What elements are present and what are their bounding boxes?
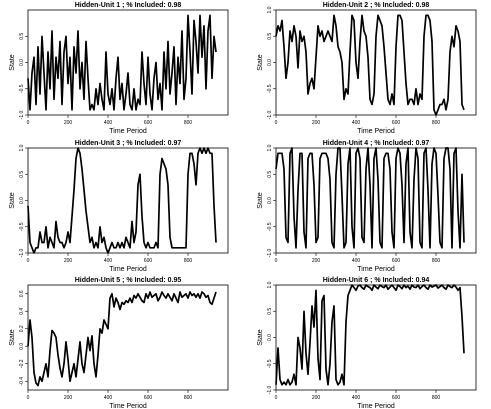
x-tick-label: 600 bbox=[144, 258, 153, 264]
chart-title: Hidden-Unit 6 ; % Included: 0.94 bbox=[323, 277, 430, 284]
y-tick-label: 0.0 bbox=[267, 59, 273, 66]
chart-title: Hidden-Unit 2 ; % Included: 0.98 bbox=[323, 2, 430, 9]
y-tick-label: 0.0 bbox=[19, 197, 25, 204]
x-tick-label: 800 bbox=[432, 258, 441, 264]
y-tick-label: -1.0 bbox=[267, 110, 273, 119]
y-tick-label: -1.0 bbox=[267, 248, 273, 257]
x-tick-label: 400 bbox=[352, 395, 361, 401]
y-tick-label: -1.0 bbox=[19, 110, 25, 119]
chart-panel: Hidden-Unit 4 ; % Included: 0.97 0 200 400 6… bbox=[257, 140, 477, 273]
chart-panel: Hidden-Unit 5 ; % Included: 0.95 0 200 400 6… bbox=[9, 277, 229, 409]
x-tick-label: 200 bbox=[64, 258, 73, 264]
x-tick-label: 400 bbox=[104, 258, 113, 264]
x-tick-label: 200 bbox=[312, 395, 321, 401]
series-line bbox=[275, 147, 465, 249]
y-axis-label: State bbox=[9, 54, 16, 70]
y-axis-label: State bbox=[9, 192, 16, 208]
x-tick-label: 400 bbox=[104, 395, 113, 401]
series-line bbox=[27, 291, 217, 387]
x-axis-label: Time Period bbox=[109, 403, 147, 409]
chart-title: Hidden-Unit 5 ; % Included: 0.95 bbox=[75, 277, 182, 284]
series-line bbox=[27, 14, 217, 111]
x-axis-label: Time Period bbox=[357, 128, 395, 135]
y-tick-label: 0.0 bbox=[267, 334, 273, 341]
x-tick-label: 600 bbox=[392, 258, 401, 264]
y-axis-label: State bbox=[9, 329, 16, 345]
y-tick-label: -0.4 bbox=[19, 377, 25, 386]
x-tick-label: 0 bbox=[27, 395, 30, 401]
y-tick-label: 0.0 bbox=[19, 343, 25, 350]
y-tick-label: 0.0 bbox=[267, 197, 273, 204]
x-tick-label: 400 bbox=[352, 120, 361, 126]
x-tick-label: 400 bbox=[352, 258, 361, 264]
y-tick-label: 1.0 bbox=[19, 144, 25, 151]
x-tick-label: 400 bbox=[104, 120, 113, 126]
y-tick-label: 0.5 bbox=[267, 308, 273, 315]
x-tick-label: 800 bbox=[432, 120, 441, 126]
chart-title: Hidden-Unit 3 ; % Included: 0.97 bbox=[75, 140, 182, 147]
chart-title: Hidden-Unit 1 ; % Included: 0.98 bbox=[75, 2, 182, 9]
y-tick-label: -0.5 bbox=[267, 222, 273, 231]
series-line bbox=[275, 284, 465, 386]
x-axis-label: Time Period bbox=[357, 403, 395, 409]
y-tick-label: 0.5 bbox=[267, 33, 273, 40]
x-tick-label: 200 bbox=[312, 120, 321, 126]
x-tick-label: 800 bbox=[432, 395, 441, 401]
y-tick-label: -0.5 bbox=[267, 359, 273, 368]
x-tick-label: 200 bbox=[312, 258, 321, 264]
x-tick-label: 600 bbox=[392, 120, 401, 126]
chart-panel: Hidden-Unit 1 ; % Included: 0.98 0 200 400 6… bbox=[9, 2, 229, 135]
x-tick-label: 200 bbox=[64, 395, 73, 401]
x-tick-label: 600 bbox=[392, 395, 401, 401]
y-tick-label: 1.0 bbox=[267, 281, 273, 288]
x-tick-label: 200 bbox=[64, 120, 73, 126]
x-axis-label: Time Period bbox=[109, 266, 147, 273]
chart-title: Hidden-Unit 4 ; % Included: 0.97 bbox=[323, 140, 430, 147]
y-tick-label: -0.5 bbox=[19, 84, 25, 93]
y-tick-label: -1.0 bbox=[267, 385, 273, 394]
chart-panel: Hidden-Unit 2 ; % Included: 0.98 0 200 400 6… bbox=[257, 2, 477, 135]
y-axis-label: State bbox=[257, 192, 264, 208]
x-tick-label: 800 bbox=[184, 258, 193, 264]
y-tick-label: 1.0 bbox=[267, 144, 273, 151]
chart-panel: Hidden-Unit 3 ; % Included: 0.97 0 200 400 6… bbox=[9, 140, 229, 273]
y-tick-label: -1.0 bbox=[19, 248, 25, 257]
x-tick-label: 0 bbox=[275, 120, 278, 126]
y-tick-label: 0.6 bbox=[19, 290, 25, 297]
y-tick-label: -0.5 bbox=[267, 84, 273, 93]
x-tick-label: 0 bbox=[27, 258, 30, 264]
y-axis-label: State bbox=[257, 54, 264, 70]
y-tick-label: 0.2 bbox=[19, 325, 25, 332]
series-line bbox=[275, 14, 465, 116]
y-tick-label: 0.4 bbox=[19, 308, 25, 315]
x-tick-label: 600 bbox=[144, 120, 153, 126]
x-axis-label: Time Period bbox=[357, 266, 395, 273]
y-tick-label: 1.0 bbox=[267, 6, 273, 13]
x-tick-label: 0 bbox=[27, 120, 30, 126]
x-tick-label: 800 bbox=[184, 120, 193, 126]
series-line bbox=[27, 147, 217, 254]
x-tick-label: 800 bbox=[184, 395, 193, 401]
x-tick-label: 0 bbox=[275, 258, 278, 264]
x-tick-label: 0 bbox=[275, 395, 278, 401]
y-tick-label: 0.0 bbox=[19, 59, 25, 66]
y-tick-label: -0.2 bbox=[19, 359, 25, 368]
y-tick-label: -0.5 bbox=[19, 222, 25, 231]
y-tick-label: 0.5 bbox=[19, 33, 25, 40]
chart-panel: Hidden-Unit 6 ; % Included: 0.94 0 200 400 6… bbox=[257, 277, 477, 409]
y-tick-label: 0.5 bbox=[19, 171, 25, 178]
x-axis-label: Time Period bbox=[109, 128, 147, 135]
x-tick-label: 600 bbox=[144, 395, 153, 401]
y-tick-label: 0.5 bbox=[267, 171, 273, 178]
y-axis-label: State bbox=[257, 329, 264, 345]
